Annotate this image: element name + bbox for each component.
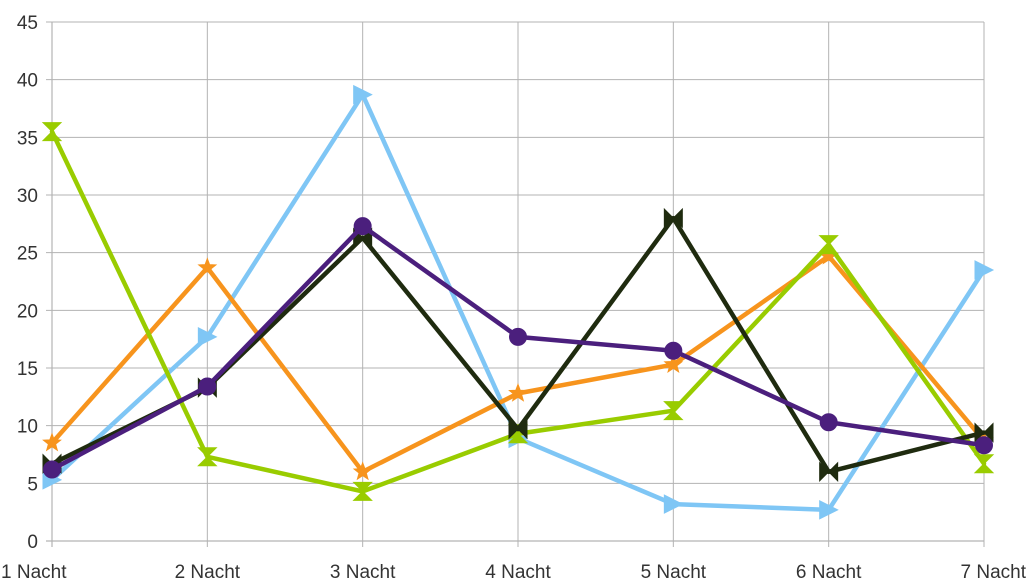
data-point — [197, 257, 218, 277]
data-point — [42, 432, 62, 452]
data-point — [974, 260, 995, 280]
y-axis-tick-labels: 0 5 10 15 20 25 30 35 40 45 — [17, 13, 38, 553]
data-point — [197, 327, 218, 347]
x-tick-label: 4 Nacht — [485, 562, 551, 583]
y-tick-label: 10 — [17, 417, 38, 438]
data-point — [353, 217, 372, 236]
data-point — [663, 401, 684, 421]
data-point — [819, 500, 839, 520]
data-point — [973, 454, 995, 474]
data-point — [819, 461, 839, 483]
data-point — [508, 382, 528, 402]
x-tick-label: 6 Nacht — [796, 562, 862, 583]
y-tick-label: 30 — [17, 186, 38, 207]
y-tick-label: 5 — [27, 474, 38, 495]
data-point — [663, 494, 684, 514]
y-tick-label: 40 — [17, 71, 38, 92]
x-tick-label: 3 Nacht — [330, 562, 396, 583]
x-axis-tick-labels: 1 Nacht 2 Nacht 3 Nacht 4 Nacht 5 Nacht 6 Nac… — [1, 562, 1027, 583]
data-point — [663, 354, 684, 373]
y-tick-label: 35 — [17, 128, 38, 149]
y-tick-label: 15 — [17, 359, 38, 380]
data-point — [818, 235, 839, 255]
data-point — [41, 122, 63, 142]
x-tick-label: 5 Nacht — [641, 562, 707, 583]
data-point — [974, 422, 994, 443]
data-point — [43, 460, 61, 479]
x-tick-label: 2 Nacht — [175, 562, 241, 583]
y-tick-label: 20 — [17, 301, 38, 322]
data-point — [197, 447, 218, 467]
x-tick-label: 7 Nacht — [961, 562, 1027, 583]
data-point — [353, 84, 373, 105]
data-point — [352, 461, 373, 481]
data-point — [819, 413, 838, 432]
data-point — [508, 418, 528, 440]
y-tick-label: 0 — [27, 532, 38, 553]
x-tick-label: 1 Nacht — [1, 562, 67, 583]
data-point — [509, 327, 527, 346]
series-4 — [43, 217, 993, 479]
data-point — [663, 207, 683, 229]
y-tick-label: 45 — [17, 13, 38, 34]
gridlines — [46, 21, 985, 547]
data-point — [975, 436, 993, 455]
series-group — [41, 84, 995, 520]
y-tick-label: 25 — [17, 244, 38, 265]
data-point — [664, 341, 683, 360]
data-point — [198, 377, 217, 396]
data-point — [352, 481, 373, 501]
